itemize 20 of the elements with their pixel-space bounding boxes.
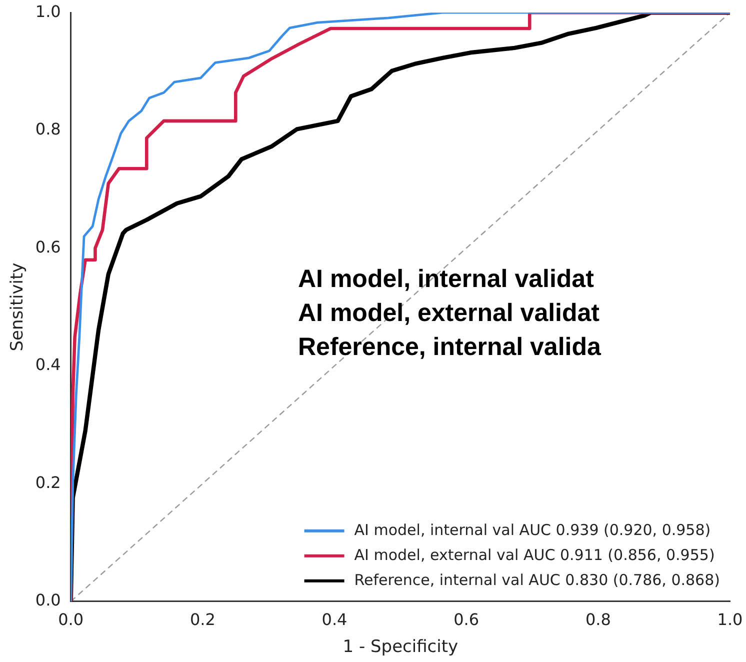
annotation: AI model, external validat (298, 298, 600, 329)
x-axis-title: 1 - Specificity (342, 637, 458, 658)
y-tick-label: 0.8 (35, 120, 61, 139)
x-tick-label: 0.8 (585, 610, 611, 630)
annotation: Reference, internal valida (298, 332, 601, 363)
y-tick-label: 0.6 (35, 237, 61, 256)
y-tick-label: 1.0 (35, 2, 61, 21)
x-tick-label: 1.0 (717, 610, 743, 630)
x-tick-label: 0.2 (190, 610, 216, 630)
x-tick-label: 0.4 (322, 610, 348, 630)
y-tick-label: 0.2 (35, 472, 61, 492)
legend-label: Reference, internal val AUC 0.830 (0.786, 0.868) (354, 570, 720, 589)
annotation: AI model, internal validat (298, 264, 595, 295)
y-axis-title: Sensitivity (8, 262, 28, 352)
x-tick-label: 0.0 (58, 610, 84, 630)
y-tick-label: 0.0 (35, 590, 61, 610)
legend-label: AI model, external val AUC 0.911 (0.856, 0.955) (354, 546, 715, 564)
y-tick-label: 0.4 (35, 355, 61, 374)
x-tick-label: 0.6 (454, 610, 480, 630)
legend-label: AI model, internal val AUC 0.939 (0.920, 0.958) (354, 520, 711, 539)
